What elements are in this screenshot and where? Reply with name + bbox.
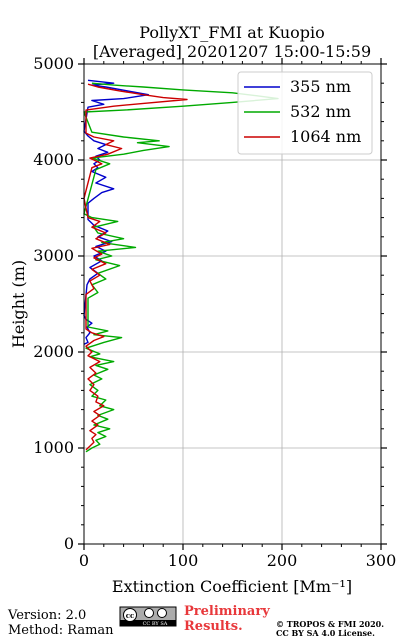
copyright-line1: © TROPOS & FMI 2020. [276, 619, 384, 629]
x-tick-label: 0 [79, 551, 89, 570]
legend-label-355: 355 nm [290, 77, 351, 96]
y-tick-label: 1000 [33, 438, 74, 457]
y-axis-label: Height (m) [9, 260, 28, 348]
preliminary-line2: Results. [184, 619, 243, 634]
x-tick-label: 100 [168, 551, 199, 570]
copyright-line2: CC BY SA 4.0 License. [276, 628, 375, 638]
x-axis-label: Extinction Coefficient [Mm⁻¹] [112, 577, 352, 596]
y-tick-label: 4000 [33, 150, 74, 169]
preliminary-line1: Preliminary [184, 604, 270, 619]
legend-label-532: 532 nm [290, 102, 351, 121]
series-line-1064-nm [83, 83, 188, 451]
x-tick-label: 200 [267, 551, 298, 570]
chart-title-line1: PollyXT_FMI at Kuopio [139, 23, 325, 42]
y-tick-label: 0 [64, 534, 74, 553]
series-line-355-nm [83, 79, 150, 345]
svg-text:cc: cc [126, 611, 135, 620]
plot-frame [83, 63, 382, 545]
footer-method: Method: Raman [8, 623, 114, 638]
legend-box [237, 71, 373, 155]
x-tick-label: 300 [366, 551, 397, 570]
footer-version: Version: 2.0 [7, 608, 86, 623]
series-lines [83, 79, 279, 453]
cc-license-icon: cc CC BY SA [119, 606, 177, 627]
cc-badge-label: CC BY SA [143, 621, 168, 627]
y-tick-label: 2000 [33, 342, 74, 361]
legend-label-1064: 1064 nm [290, 127, 361, 146]
y-tick-label: 5000 [33, 54, 74, 73]
chart-title-line2: [Averaged] 20201207 15:00-15:59 [93, 42, 371, 61]
legend: 355 nm 532 nm 1064 nm [237, 71, 373, 155]
y-tick-label: 3000 [33, 246, 74, 265]
